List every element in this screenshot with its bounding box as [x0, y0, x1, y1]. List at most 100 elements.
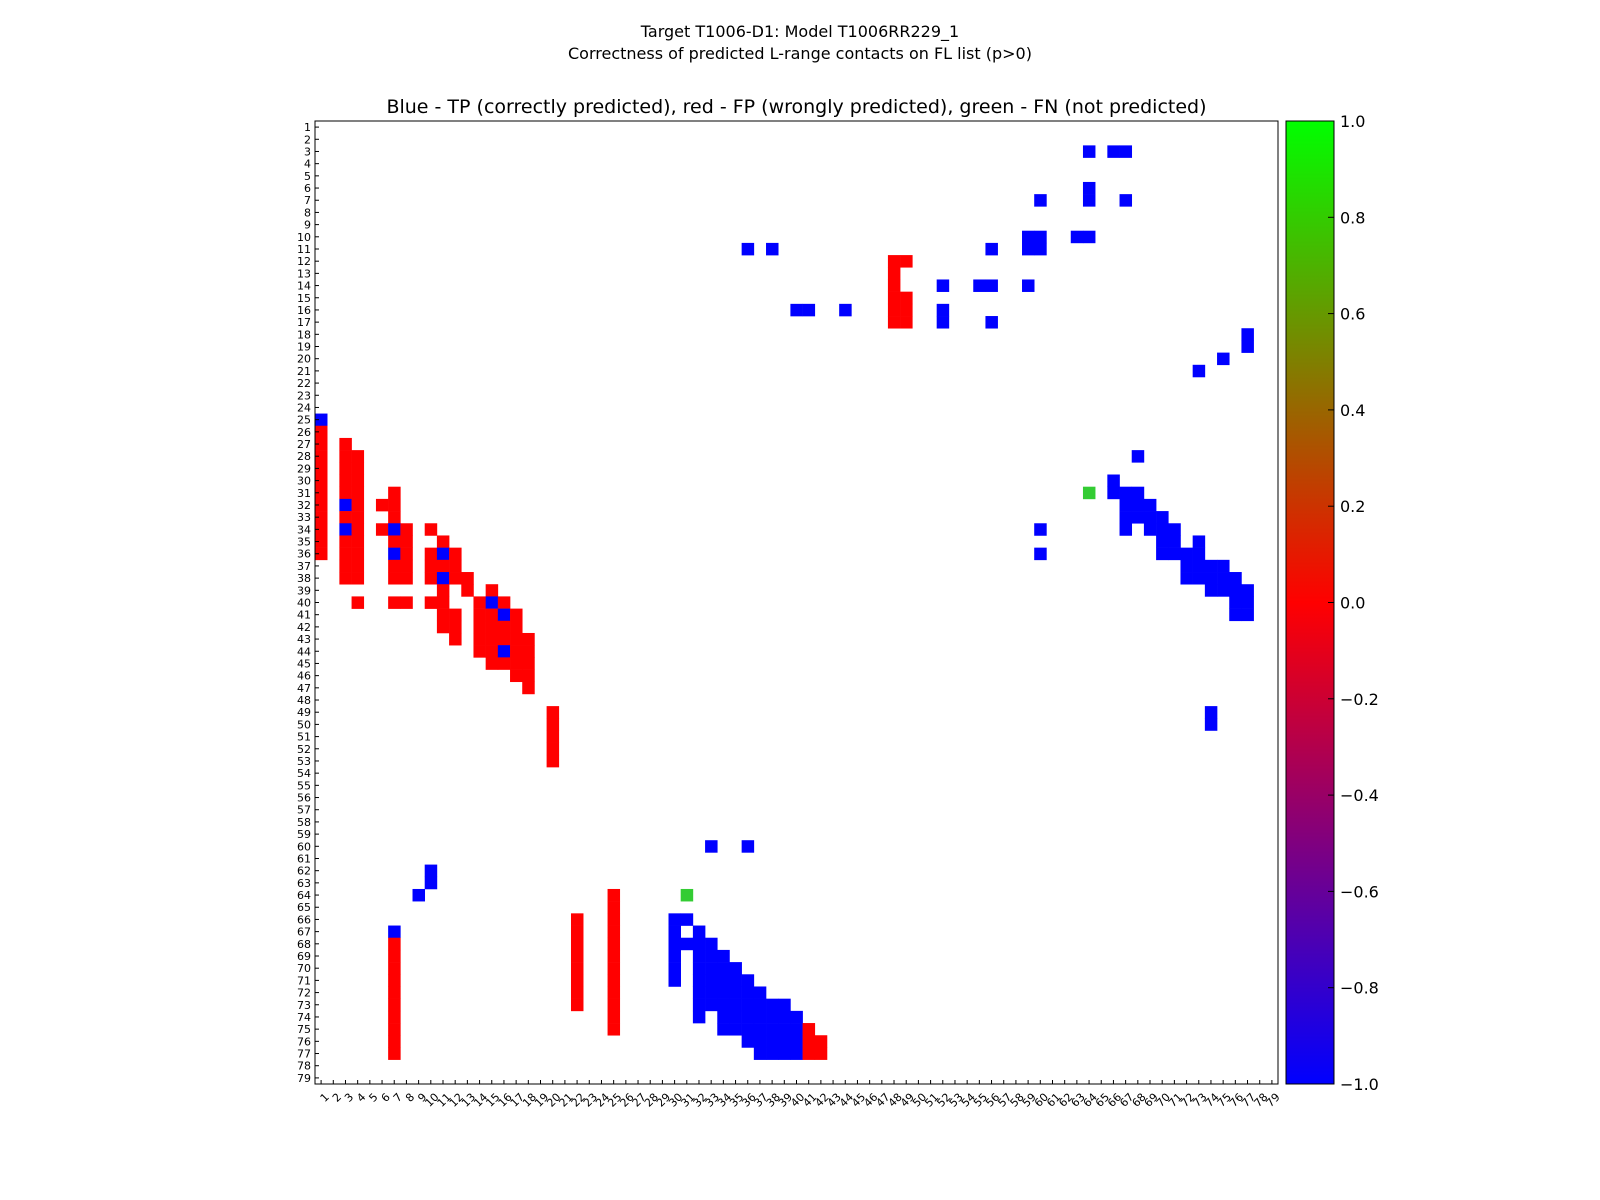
- heatmap-cell-77-41: [802, 1047, 816, 1060]
- heatmap-cell-41-77: [1241, 608, 1254, 622]
- heatmap-cell-34-67: [1119, 523, 1133, 536]
- heatmap-cell-69-7: [388, 949, 401, 963]
- heatmap-cell-32-67: [1119, 498, 1133, 512]
- heatmap-cell-44-14: [473, 645, 486, 658]
- y-tick-label: 11: [297, 243, 311, 256]
- heatmap-cell-43-15: [485, 632, 499, 646]
- heatmap-cell-31-3: [339, 486, 352, 500]
- heatmap-cell-72-34: [717, 986, 730, 999]
- heatmap-cell-32-7: [388, 498, 401, 512]
- heatmap-cell-15-48: [887, 291, 901, 305]
- heatmap-cell-38-73: [1192, 572, 1206, 585]
- heatmap-cell-43-12: [449, 632, 462, 646]
- colorbar-tick-label: −0.6: [1340, 882, 1379, 901]
- heatmap-cell-32-69: [1143, 498, 1157, 512]
- heatmap-cell-37-12: [449, 559, 462, 573]
- heatmap-cell-18-77: [1241, 328, 1254, 341]
- y-tick-label: 18: [297, 328, 311, 341]
- y-tick-label: 62: [297, 865, 311, 878]
- heatmap-cell-36-7: [388, 547, 401, 561]
- y-tick-label: 56: [297, 792, 311, 805]
- heatmap-cell-36-3: [339, 547, 352, 561]
- heatmap-cell-11-36: [741, 242, 755, 256]
- heatmap-cell-33-68: [1131, 511, 1145, 524]
- heatmap-cell-74-38: [766, 1010, 779, 1024]
- heatmap-cell-31-1: [315, 486, 328, 500]
- heatmap-cell-28-1: [315, 450, 328, 463]
- heatmap-cell-71-22: [570, 974, 584, 987]
- heatmap-cell-11-38: [766, 242, 779, 256]
- heatmap-cell-72-35: [729, 986, 742, 999]
- heatmap-cell-32-6: [375, 498, 389, 512]
- heatmap-cell-14-56: [985, 279, 998, 292]
- heatmap-cell-71-36: [741, 974, 755, 987]
- y-tick-label: 38: [297, 572, 311, 585]
- heatmap-cell-7-60: [1034, 194, 1047, 207]
- y-tick-label: 51: [297, 731, 311, 744]
- y-tick-label: 28: [297, 450, 311, 463]
- heatmap-cell-42-17: [510, 620, 523, 634]
- colorbar-ticks: 1.0 0.8 0.6 0.4 0.2 0.0 −0.2 −0.4 −0.6 −0.8 −1.0: [1328, 112, 1379, 1094]
- heatmap-cell-30-1: [315, 474, 328, 487]
- y-tick-label: 33: [297, 511, 311, 524]
- heatmap-cell-40-76: [1229, 596, 1242, 609]
- heatmap-cell-38-11: [436, 572, 450, 585]
- y-tick-label: 72: [297, 987, 311, 1000]
- heatmap-cell-42-15: [485, 620, 499, 634]
- y-tick-label: 5: [304, 170, 311, 183]
- heatmap-cell-30-3: [339, 474, 352, 487]
- heatmap-cell-70-33: [705, 962, 718, 975]
- y-tick-label: 57: [297, 804, 311, 817]
- heatmap-cell-28-3: [339, 450, 352, 463]
- heatmap-cell-34-1: [315, 523, 328, 536]
- heatmap-cell-39-77: [1241, 584, 1254, 597]
- heatmap-cell-75-41: [802, 1023, 816, 1036]
- heatmap-cell-74-35: [729, 1010, 742, 1024]
- heatmap-cell-40-16: [497, 596, 511, 609]
- heatmap-cell-38-10: [424, 572, 438, 585]
- heatmap-cell-32-3: [339, 498, 352, 512]
- colorbar-tick-label: 1.0: [1340, 112, 1365, 131]
- heatmap-cell-42-14: [473, 620, 486, 634]
- y-tick-label: 49: [297, 706, 311, 719]
- y-tick-label: 3: [304, 145, 311, 158]
- y-tick-label: 53: [297, 755, 311, 768]
- heatmap-cell-67-7: [388, 925, 401, 939]
- y-tick-label: 27: [297, 438, 311, 451]
- heatmap-cell-74-32: [692, 1010, 706, 1024]
- heatmap-cell-45-16: [497, 657, 511, 670]
- x-tick-label: 3: [342, 1091, 356, 1105]
- heatmap-cell-68-7: [388, 937, 401, 951]
- y-tick-label: 13: [297, 267, 311, 280]
- heatmap-cell-60-36: [741, 840, 755, 853]
- y-tick-label: 39: [297, 584, 311, 597]
- heatmap-cell-32-1: [315, 498, 328, 512]
- heatmap-cell-76-37: [753, 1035, 767, 1048]
- y-axis-ticks: 1234567891011121314151617181920212223242…: [297, 121, 319, 1085]
- y-tick-label: 25: [297, 414, 311, 427]
- heatmap-cell-38-12: [449, 572, 462, 585]
- heatmap-cell-40-11: [436, 596, 450, 609]
- heatmap-cell-36-12: [449, 547, 462, 561]
- heatmap-cell-39-76: [1229, 584, 1242, 597]
- y-tick-label: 59: [297, 828, 311, 841]
- y-tick-label: 22: [297, 377, 311, 390]
- heatmap-cell-31-7: [388, 486, 401, 500]
- heatmap-cell-67-22: [570, 925, 584, 939]
- heatmap-cell-10-63: [1070, 230, 1084, 244]
- heatmap-cell-31-64: [1082, 486, 1096, 500]
- heatmap-cell-77-42: [814, 1047, 828, 1060]
- heatmap-cell-38-7: [388, 572, 401, 585]
- heatmap-cell-66-31: [680, 913, 694, 926]
- heatmap-cell-76-7: [388, 1035, 401, 1048]
- y-tick-label: 46: [297, 670, 311, 683]
- heatmap-cell-76-36: [741, 1035, 755, 1048]
- heatmap-cell-13-48: [887, 267, 901, 280]
- heatmap-cell-69-32: [692, 949, 706, 963]
- colorbar-tick-label: −0.8: [1340, 979, 1379, 998]
- heatmap-cell-11-56: [985, 242, 998, 256]
- heatmap-cell-36-73: [1192, 547, 1206, 561]
- heatmap-cell-41-14: [473, 608, 486, 622]
- heatmap-cell-12-49: [900, 255, 913, 268]
